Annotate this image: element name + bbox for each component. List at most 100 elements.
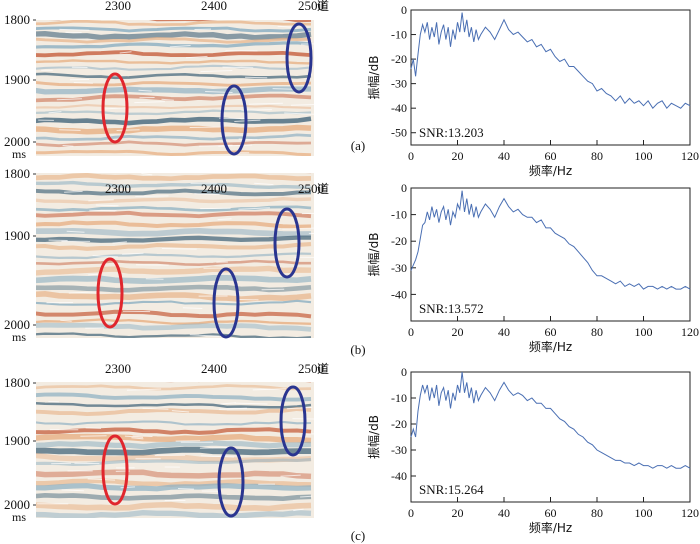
x-axis-label: 频率/Hz (529, 339, 572, 354)
seismic-streak (217, 218, 232, 221)
seismic-reflector (36, 510, 312, 518)
y-tick-label: -30 (391, 443, 407, 457)
seismic-streak (48, 111, 62, 114)
trace-unit-label: 道 (317, 0, 329, 13)
seismic-streak (88, 199, 114, 202)
seismic-streak (59, 28, 90, 31)
seismic-streak (145, 278, 164, 280)
seismic-streak (308, 232, 314, 234)
y-tick-label: -20 (391, 52, 407, 66)
panel-label-c: (c) (351, 528, 365, 543)
seismic-reflector (305, 173, 311, 174)
seismic-reflector (36, 259, 311, 267)
seismic-streak (185, 55, 208, 59)
y-tick-label: -30 (391, 261, 407, 275)
y-tick-label: -10 (391, 208, 407, 222)
x-tick-label: 40 (498, 325, 510, 339)
seismic-streak (103, 107, 126, 110)
time-unit-label: ms (12, 330, 26, 344)
y-tick-label: -40 (391, 469, 407, 483)
seismic-reflector (36, 501, 312, 512)
seismic-streak (141, 173, 153, 176)
seismic-reflector (36, 318, 312, 325)
seismic-reflector (36, 31, 312, 41)
seismic-streak (124, 435, 144, 438)
trace-tick-label: 2400 (201, 0, 227, 13)
seismic-streak (131, 437, 144, 440)
seismic-reflector (36, 20, 311, 27)
seismic-reflector (36, 332, 312, 338)
x-tick-label: 120 (681, 149, 699, 163)
seismic-streak (189, 126, 223, 128)
seismic-streak (73, 82, 93, 84)
seismic-streak (116, 129, 140, 131)
seismic-streak (142, 407, 169, 410)
blue-ellipse (285, 22, 313, 94)
y-tick-label: 0 (401, 3, 407, 17)
seismic-streak (300, 495, 312, 498)
y-tick-label: -20 (391, 234, 407, 248)
seismic-streak (66, 230, 85, 233)
seismic-reflector (36, 59, 312, 65)
time-tick-label: 1900 (4, 433, 30, 448)
seismic-reflector (36, 173, 312, 182)
seismic-streak (60, 319, 72, 322)
seismic-reflector (36, 275, 312, 284)
seismic-reflector (36, 299, 312, 306)
seismic-streak (132, 435, 153, 437)
y-tick-label: 0 (401, 365, 407, 379)
seismic-streak (61, 489, 84, 492)
seismic-streak (122, 252, 144, 255)
seismic-streak (64, 190, 83, 193)
trace-unit-label: 道 (317, 362, 329, 376)
seismic-reflector (48, 20, 312, 23)
seismic-reflector (36, 446, 311, 456)
seismic-streak (212, 185, 229, 188)
seismic-streak (293, 508, 304, 512)
time-tick-label: 2000 (4, 317, 30, 332)
seismic-streak (220, 402, 236, 405)
seismic-reflector (36, 149, 312, 156)
x-axis-label: 频率/Hz (529, 163, 572, 178)
time-tick-label: 1900 (4, 72, 30, 87)
seismic-streak (199, 447, 232, 449)
x-tick-label: 60 (545, 149, 557, 163)
blue-ellipse (217, 446, 245, 518)
x-tick-label: 100 (635, 506, 653, 520)
blue-ellipse (220, 84, 248, 156)
seismic-reflector (36, 290, 312, 303)
trace-tick-label: 2300 (105, 0, 131, 13)
x-tick-label: 20 (452, 325, 464, 339)
seismic-streak (51, 462, 72, 465)
seismic-reflector (36, 124, 312, 135)
spectrum-chart-b: 0 -10 -20 -30 -40 0 20 40 60 80 100 120 SNR:13.572 频率… (366, 181, 699, 354)
seismic-streak (85, 427, 102, 429)
x-tick-label: 40 (498, 149, 510, 163)
blue-ellipse (279, 385, 307, 457)
seismic-reflector (36, 433, 312, 444)
seismic-reflector (36, 427, 312, 435)
x-tick-label: 80 (591, 506, 603, 520)
seismic-reflector (36, 81, 312, 87)
seismic-reflector (36, 133, 312, 141)
seismic-streak (119, 51, 132, 54)
y-tick-label: -20 (391, 417, 407, 431)
seismic-reflector (36, 227, 312, 237)
spectrum-line (410, 12, 691, 110)
seismic-streak (161, 248, 197, 250)
x-tick-label: 120 (681, 325, 699, 339)
time-tick-label: 2000 (4, 134, 30, 149)
chart-frame (410, 187, 691, 322)
trace-tick-label: 2400 (201, 361, 227, 376)
seismic-streak (171, 410, 190, 413)
seismic-reflector (36, 220, 312, 229)
seismic-reflector (36, 392, 312, 402)
seismic-reflector (36, 210, 312, 219)
seismic-streak (135, 195, 169, 197)
y-tick-label: -10 (391, 391, 407, 405)
x-tick-label: 0 (408, 506, 414, 520)
time-tick-label: 1900 (4, 228, 30, 243)
